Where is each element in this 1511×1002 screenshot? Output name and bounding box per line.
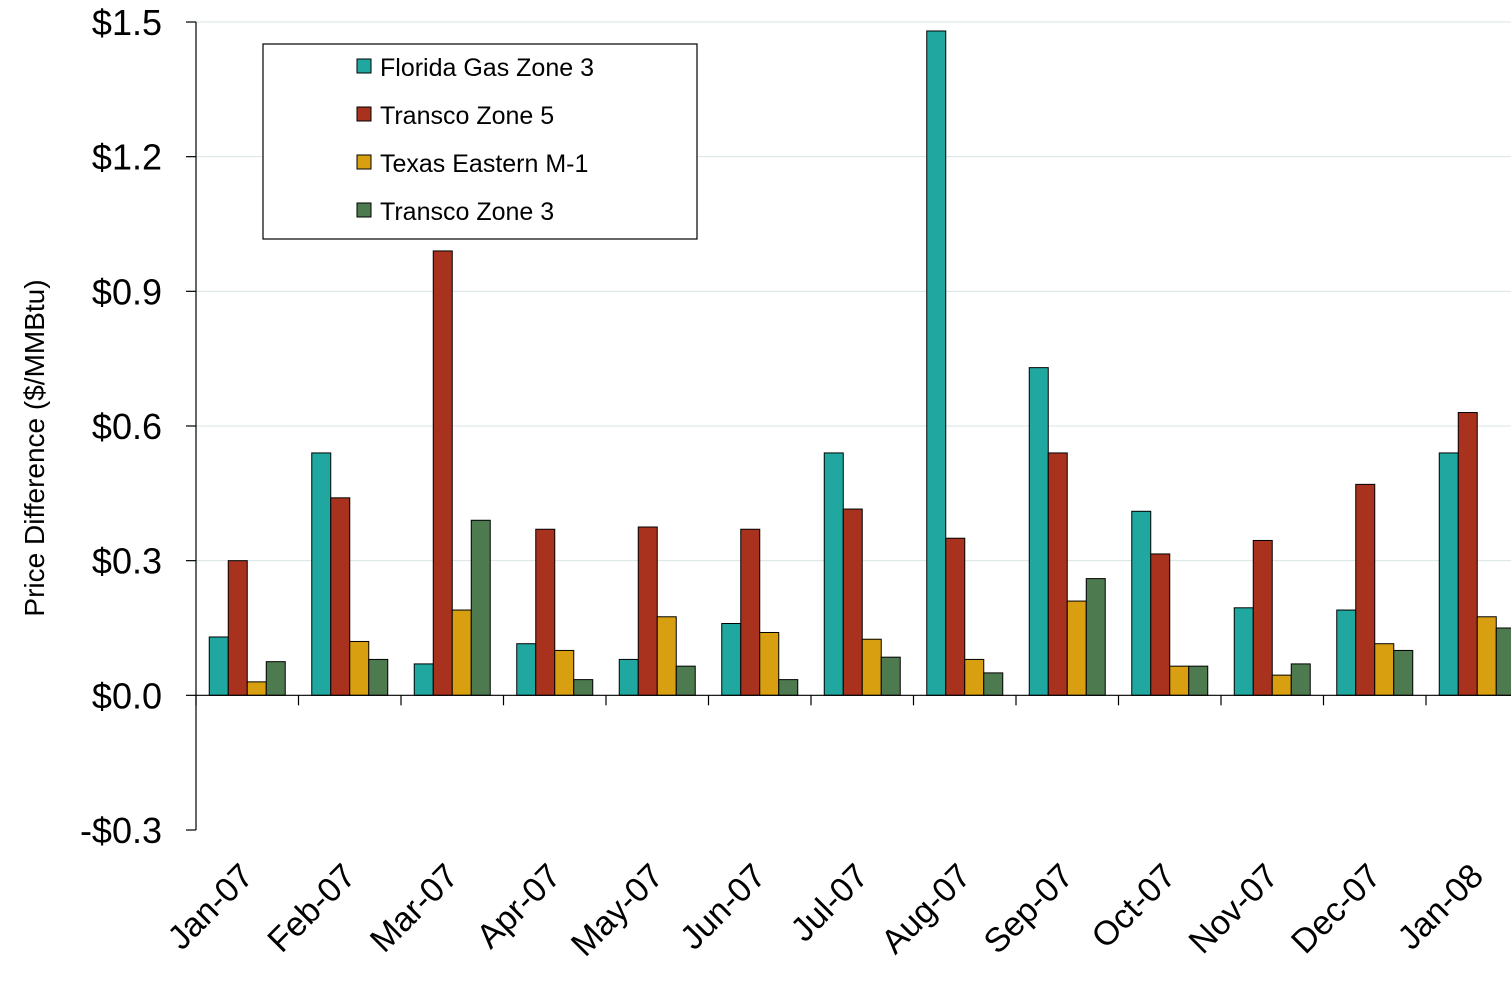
x-tick-label: Apr-07	[469, 857, 568, 956]
bar-texas-eastern-m-1-jan-08	[1476, 616, 1497, 696]
bar-florida-gas-zone-3-feb-07	[311, 452, 332, 696]
bar-transco-zone-3-oct-07	[1188, 665, 1209, 696]
bar-transco-zone-5-jun-07	[740, 528, 761, 696]
bar-florida-gas-zone-3-oct-07	[1131, 510, 1152, 696]
bar-florida-gas-zone-3-dec-07	[1336, 609, 1357, 696]
bar-texas-eastern-m-1-jun-07	[759, 631, 780, 696]
bar-florida-gas-zone-3-jun-07	[721, 623, 742, 696]
bar-transco-zone-5-aug-07	[945, 537, 966, 696]
bar-transco-zone-3-jun-07	[778, 679, 799, 696]
bar-florida-gas-zone-3-jul-07	[823, 452, 844, 696]
legend-swatch	[356, 58, 372, 74]
bar-texas-eastern-m-1-dec-07	[1374, 643, 1395, 696]
x-tick-label: Oct-07	[1084, 857, 1183, 956]
bar-transco-zone-3-jan-07	[265, 661, 286, 696]
x-tick-label: Jul-07	[784, 857, 876, 949]
bar-florida-gas-zone-3-jan-08	[1438, 452, 1459, 696]
y-tick-label: $0.3	[92, 541, 162, 582]
legend-box	[262, 43, 698, 240]
bar-florida-gas-zone-3-apr-07	[516, 643, 537, 696]
x-tick-label: Sep-07	[977, 857, 1081, 961]
axes	[186, 21, 1511, 831]
bar-florida-gas-zone-3-mar-07	[413, 663, 434, 696]
bar-transco-zone-3-apr-07	[573, 679, 594, 696]
bar-texas-eastern-m-1-mar-07	[451, 609, 472, 696]
legend: Florida Gas Zone 3 Transco Zone 5 Texas Ea…	[262, 43, 698, 240]
x-tick-label: Nov-07	[1182, 857, 1286, 961]
bar-transco-zone-3-aug-07	[983, 672, 1004, 696]
x-tick-label: Feb-07	[260, 857, 363, 960]
x-tick-label: Aug-07	[874, 857, 978, 961]
bar-transco-zone-5-jan-08	[1457, 412, 1478, 696]
x-tick-label: Jan-07	[161, 857, 261, 957]
bar-transco-zone-5-apr-07	[535, 528, 556, 696]
bar-texas-eastern-m-1-jul-07	[861, 638, 882, 696]
bar-florida-gas-zone-3-may-07	[618, 658, 639, 696]
y-tick-label: $0.0	[92, 675, 162, 716]
bar-transco-zone-3-jul-07	[880, 656, 901, 696]
y-tick-label: $0.6	[92, 406, 162, 447]
bar-texas-eastern-m-1-oct-07	[1169, 665, 1190, 696]
bar-transco-zone-5-dec-07	[1355, 483, 1376, 696]
bar-transco-zone-5-feb-07	[330, 497, 351, 696]
legend-label: Transco Zone 5	[380, 102, 554, 130]
y-tick-label: -$0.3	[80, 810, 162, 851]
y-tick-labels: -$0.3 $0.0 $0.3 $0.6 $0.9 $1.2 $1.5	[80, 2, 162, 851]
y-tick-label: $0.9	[92, 271, 162, 312]
bar-florida-gas-zone-3-nov-07	[1233, 607, 1254, 696]
y-tick-label: $1.2	[92, 137, 162, 178]
bar-transco-zone-5-may-07	[637, 526, 658, 696]
bar-transco-zone-3-sep-07	[1085, 578, 1106, 696]
bar-florida-gas-zone-3-sep-07	[1028, 367, 1049, 696]
bar-transco-zone-5-mar-07	[432, 250, 453, 696]
bar-transco-zone-3-mar-07	[470, 519, 491, 696]
legend-swatch	[356, 106, 372, 122]
legend-swatch	[356, 154, 372, 170]
x-tick-label: May-07	[564, 857, 671, 964]
x-tick-label: Jun-07	[673, 857, 773, 957]
bar-texas-eastern-m-1-may-07	[656, 616, 677, 696]
bar-texas-eastern-m-1-sep-07	[1066, 600, 1087, 696]
bar-transco-zone-3-feb-07	[368, 658, 389, 696]
bar-transco-zone-5-jul-07	[842, 508, 863, 696]
bar-transco-zone-3-may-07	[675, 665, 696, 696]
bar-transco-zone-5-nov-07	[1252, 539, 1273, 696]
legend-label: Texas Eastern M-1	[380, 150, 588, 178]
bar-transco-zone-3-dec-07	[1393, 649, 1414, 696]
bar-transco-zone-5-jan-07	[227, 560, 248, 696]
bar-texas-eastern-m-1-nov-07	[1271, 674, 1292, 696]
bar-texas-eastern-m-1-jan-07	[246, 681, 267, 696]
bar-transco-zone-5-sep-07	[1047, 452, 1068, 696]
x-tick-label: Jan-08	[1391, 857, 1491, 957]
bar-texas-eastern-m-1-apr-07	[554, 649, 575, 696]
bar-transco-zone-5-oct-07	[1150, 553, 1171, 696]
y-tick-label: $1.5	[92, 2, 162, 43]
bar-transco-zone-3-nov-07	[1290, 663, 1311, 696]
x-tick-label: Dec-07	[1284, 857, 1388, 961]
legend-swatch	[356, 202, 372, 218]
legend-label: Transco Zone 3	[380, 198, 554, 226]
bar-texas-eastern-m-1-aug-07	[964, 658, 985, 696]
legend-label: Florida Gas Zone 3	[380, 54, 594, 82]
bar-texas-eastern-m-1-feb-07	[349, 640, 370, 696]
bar-transco-zone-3-jan-08	[1495, 627, 1511, 696]
y-axis-label: Price Difference ($/MMBtu)	[19, 279, 50, 616]
bar-florida-gas-zone-3-jan-07	[208, 636, 229, 696]
x-tick-label: Mar-07	[363, 857, 466, 960]
bar-florida-gas-zone-3-aug-07	[926, 30, 947, 696]
